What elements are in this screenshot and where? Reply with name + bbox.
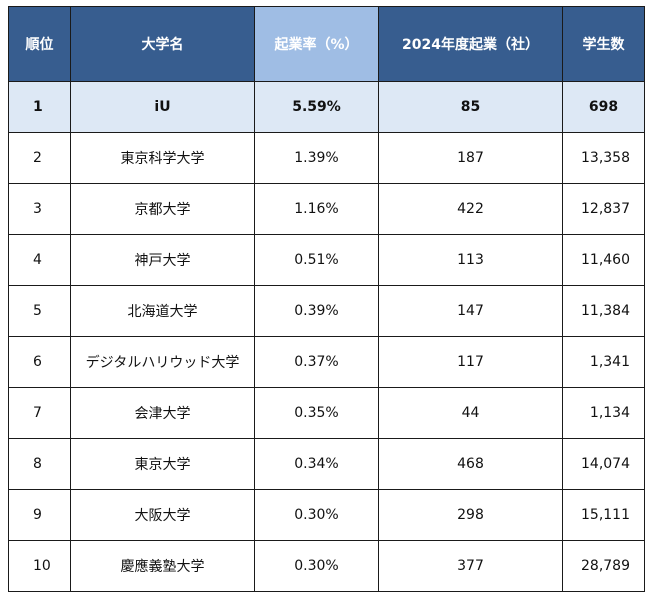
cell-university-name: 慶應義塾大学	[70, 540, 255, 592]
table-row: 1 iU 5.59% 85 698	[8, 81, 645, 133]
cell-students: 12,837	[562, 183, 645, 235]
cell-university-name: 北海道大学	[70, 285, 255, 337]
table-row: 6 デジタルハリウッド大学 0.37% 117 1,341	[8, 336, 645, 388]
cell-university-name: 東京大学	[70, 438, 255, 490]
cell-rank: 3	[8, 183, 71, 235]
cell-university-name: 京都大学	[70, 183, 255, 235]
cell-rank: 1	[8, 81, 71, 133]
table-row: 10 慶應義塾大学 0.30% 377 28,789	[8, 540, 645, 592]
table-row: 8 東京大学 0.34% 468 14,074	[8, 438, 645, 490]
cell-students: 698	[562, 81, 645, 133]
cell-startups: 298	[378, 489, 563, 541]
cell-startup-rate: 1.39%	[254, 132, 379, 184]
university-startup-ranking-table: 順位 大学名 起業率（%） 2024年度起業（社） 学生数 1 iU 5.59%…	[8, 6, 645, 592]
table-body: 1 iU 5.59% 85 698 2 東京科学大学 1.39% 187 13,…	[8, 81, 645, 592]
cell-rank: 8	[8, 438, 71, 490]
cell-startups: 147	[378, 285, 563, 337]
header-rank: 順位	[8, 6, 71, 82]
cell-startup-rate: 0.37%	[254, 336, 379, 388]
cell-startups: 113	[378, 234, 563, 286]
cell-startups: 187	[378, 132, 563, 184]
table-row: 5 北海道大学 0.39% 147 11,384	[8, 285, 645, 337]
cell-startup-rate: 0.30%	[254, 540, 379, 592]
table-row: 3 京都大学 1.16% 422 12,837	[8, 183, 645, 235]
cell-students: 15,111	[562, 489, 645, 541]
cell-startups: 44	[378, 387, 563, 439]
cell-students: 14,074	[562, 438, 645, 490]
table-row: 7 会津大学 0.35% 44 1,134	[8, 387, 645, 439]
cell-startup-rate: 0.51%	[254, 234, 379, 286]
ranking-table-container: 順位 大学名 起業率（%） 2024年度起業（社） 学生数 1 iU 5.59%…	[8, 6, 645, 592]
cell-startups: 422	[378, 183, 563, 235]
cell-students: 13,358	[562, 132, 645, 184]
cell-startup-rate: 0.35%	[254, 387, 379, 439]
cell-rank: 5	[8, 285, 71, 337]
cell-students: 11,460	[562, 234, 645, 286]
cell-rank: 10	[8, 540, 71, 592]
header-university-name: 大学名	[70, 6, 255, 82]
cell-startup-rate: 0.30%	[254, 489, 379, 541]
cell-rank: 9	[8, 489, 71, 541]
cell-students: 28,789	[562, 540, 645, 592]
cell-startups: 468	[378, 438, 563, 490]
table-row: 4 神戸大学 0.51% 113 11,460	[8, 234, 645, 286]
table-row: 2 東京科学大学 1.39% 187 13,358	[8, 132, 645, 184]
header-startup-rate: 起業率（%）	[254, 6, 379, 82]
header-startups-2024: 2024年度起業（社）	[378, 6, 563, 82]
cell-university-name: 神戸大学	[70, 234, 255, 286]
header-student-count: 学生数	[562, 6, 645, 82]
cell-university-name: 会津大学	[70, 387, 255, 439]
cell-university-name: 大阪大学	[70, 489, 255, 541]
cell-university-name: デジタルハリウッド大学	[70, 336, 255, 388]
cell-university-name: 東京科学大学	[70, 132, 255, 184]
cell-startups: 377	[378, 540, 563, 592]
cell-startups: 117	[378, 336, 563, 388]
cell-students: 1,341	[562, 336, 645, 388]
cell-rank: 2	[8, 132, 71, 184]
cell-rank: 4	[8, 234, 71, 286]
cell-startup-rate: 5.59%	[254, 81, 379, 133]
cell-rank: 6	[8, 336, 71, 388]
cell-students: 1,134	[562, 387, 645, 439]
cell-students: 11,384	[562, 285, 645, 337]
cell-rank: 7	[8, 387, 71, 439]
cell-startup-rate: 0.34%	[254, 438, 379, 490]
table-row: 9 大阪大学 0.30% 298 15,111	[8, 489, 645, 541]
table-header-row: 順位 大学名 起業率（%） 2024年度起業（社） 学生数	[8, 6, 645, 82]
cell-startup-rate: 1.16%	[254, 183, 379, 235]
cell-university-name: iU	[70, 81, 255, 133]
cell-startup-rate: 0.39%	[254, 285, 379, 337]
cell-startups: 85	[378, 81, 563, 133]
